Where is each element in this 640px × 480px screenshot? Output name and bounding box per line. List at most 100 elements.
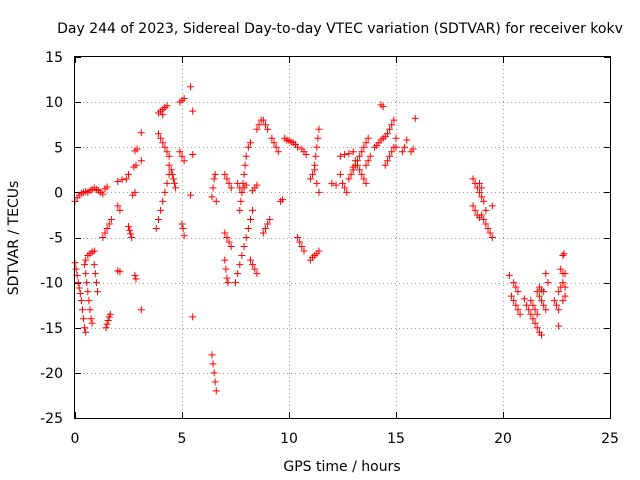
data-point (343, 188, 351, 196)
data-point (401, 143, 409, 151)
y-tick-label: 15 (45, 50, 63, 66)
data-point (105, 220, 113, 228)
data-point (189, 313, 197, 321)
data-point (540, 301, 548, 309)
data-point (392, 134, 400, 142)
data-point (127, 230, 135, 238)
data-point (557, 265, 565, 273)
data-point (540, 288, 548, 296)
data-point (328, 179, 336, 187)
data-point (512, 283, 520, 291)
data-point (246, 215, 254, 223)
y-tick-label: -5 (49, 231, 63, 247)
data-point (159, 111, 167, 119)
data-point (488, 234, 496, 241)
data-point (224, 279, 232, 287)
data-point (180, 95, 188, 103)
data-point (212, 197, 220, 205)
data-point (296, 238, 304, 246)
data-point (137, 157, 145, 165)
data-point (114, 202, 122, 210)
data-point (212, 387, 220, 395)
data-point (332, 181, 340, 189)
data-point (223, 175, 231, 183)
data-point (102, 324, 110, 332)
data-point (253, 181, 261, 189)
data-point (300, 247, 308, 255)
data-points (71, 83, 569, 395)
data-point (159, 139, 167, 147)
data-point (514, 306, 522, 314)
data-point (379, 103, 387, 111)
y-tick-label: -25 (40, 411, 63, 427)
data-point (209, 360, 217, 368)
data-point (75, 284, 83, 292)
data-point (78, 306, 86, 314)
data-point (104, 317, 112, 325)
data-point (122, 175, 130, 183)
data-point (131, 188, 139, 196)
data-point (82, 270, 90, 278)
data-point (237, 197, 245, 205)
data-point (225, 238, 233, 246)
data-point (253, 125, 261, 133)
data-point (341, 150, 349, 158)
x-tick-label: 10 (280, 431, 298, 447)
data-point (302, 150, 310, 158)
data-point (298, 243, 306, 251)
data-point (478, 193, 486, 201)
data-point (131, 271, 139, 279)
x-tick-label: 25 (601, 431, 619, 447)
data-point (272, 143, 280, 151)
data-point (76, 289, 84, 297)
data-point (505, 271, 513, 279)
data-point (103, 320, 111, 328)
data-point (208, 193, 216, 201)
data-point (469, 175, 477, 183)
data-point (180, 232, 188, 240)
data-point (137, 129, 145, 137)
data-point (559, 279, 567, 287)
data-point (242, 234, 250, 241)
data-point (535, 292, 543, 300)
data-point (152, 224, 160, 232)
data-point (527, 297, 535, 305)
data-point (103, 183, 111, 191)
data-point (154, 215, 162, 223)
data-point (542, 270, 550, 278)
data-point (514, 288, 522, 296)
data-point (236, 206, 244, 214)
data-point (306, 175, 314, 183)
data-point (114, 178, 122, 186)
data-point (561, 283, 569, 291)
data-point (471, 206, 479, 214)
data-point (478, 211, 486, 219)
data-point (356, 152, 364, 160)
data-point (392, 143, 400, 151)
data-point (74, 279, 82, 287)
data-point (294, 234, 302, 241)
data-point (176, 148, 184, 156)
data-point (246, 256, 254, 264)
x-tick-label: 5 (178, 431, 187, 447)
data-point (161, 188, 169, 196)
data-point (239, 179, 247, 187)
data-point (336, 152, 344, 160)
data-point (221, 256, 229, 264)
data-point (259, 229, 267, 237)
data-point (390, 116, 398, 124)
data-point (82, 256, 90, 264)
data-point (87, 315, 95, 323)
data-point (409, 145, 417, 153)
data-point (82, 328, 90, 336)
data-point (208, 351, 216, 359)
data-point (189, 150, 197, 158)
data-point (315, 247, 323, 255)
data-point (83, 279, 91, 287)
data-point (227, 243, 235, 251)
data-point (93, 288, 101, 296)
data-point (244, 143, 252, 151)
data-point (364, 157, 372, 165)
data-point (274, 148, 282, 156)
data-point (345, 175, 353, 183)
